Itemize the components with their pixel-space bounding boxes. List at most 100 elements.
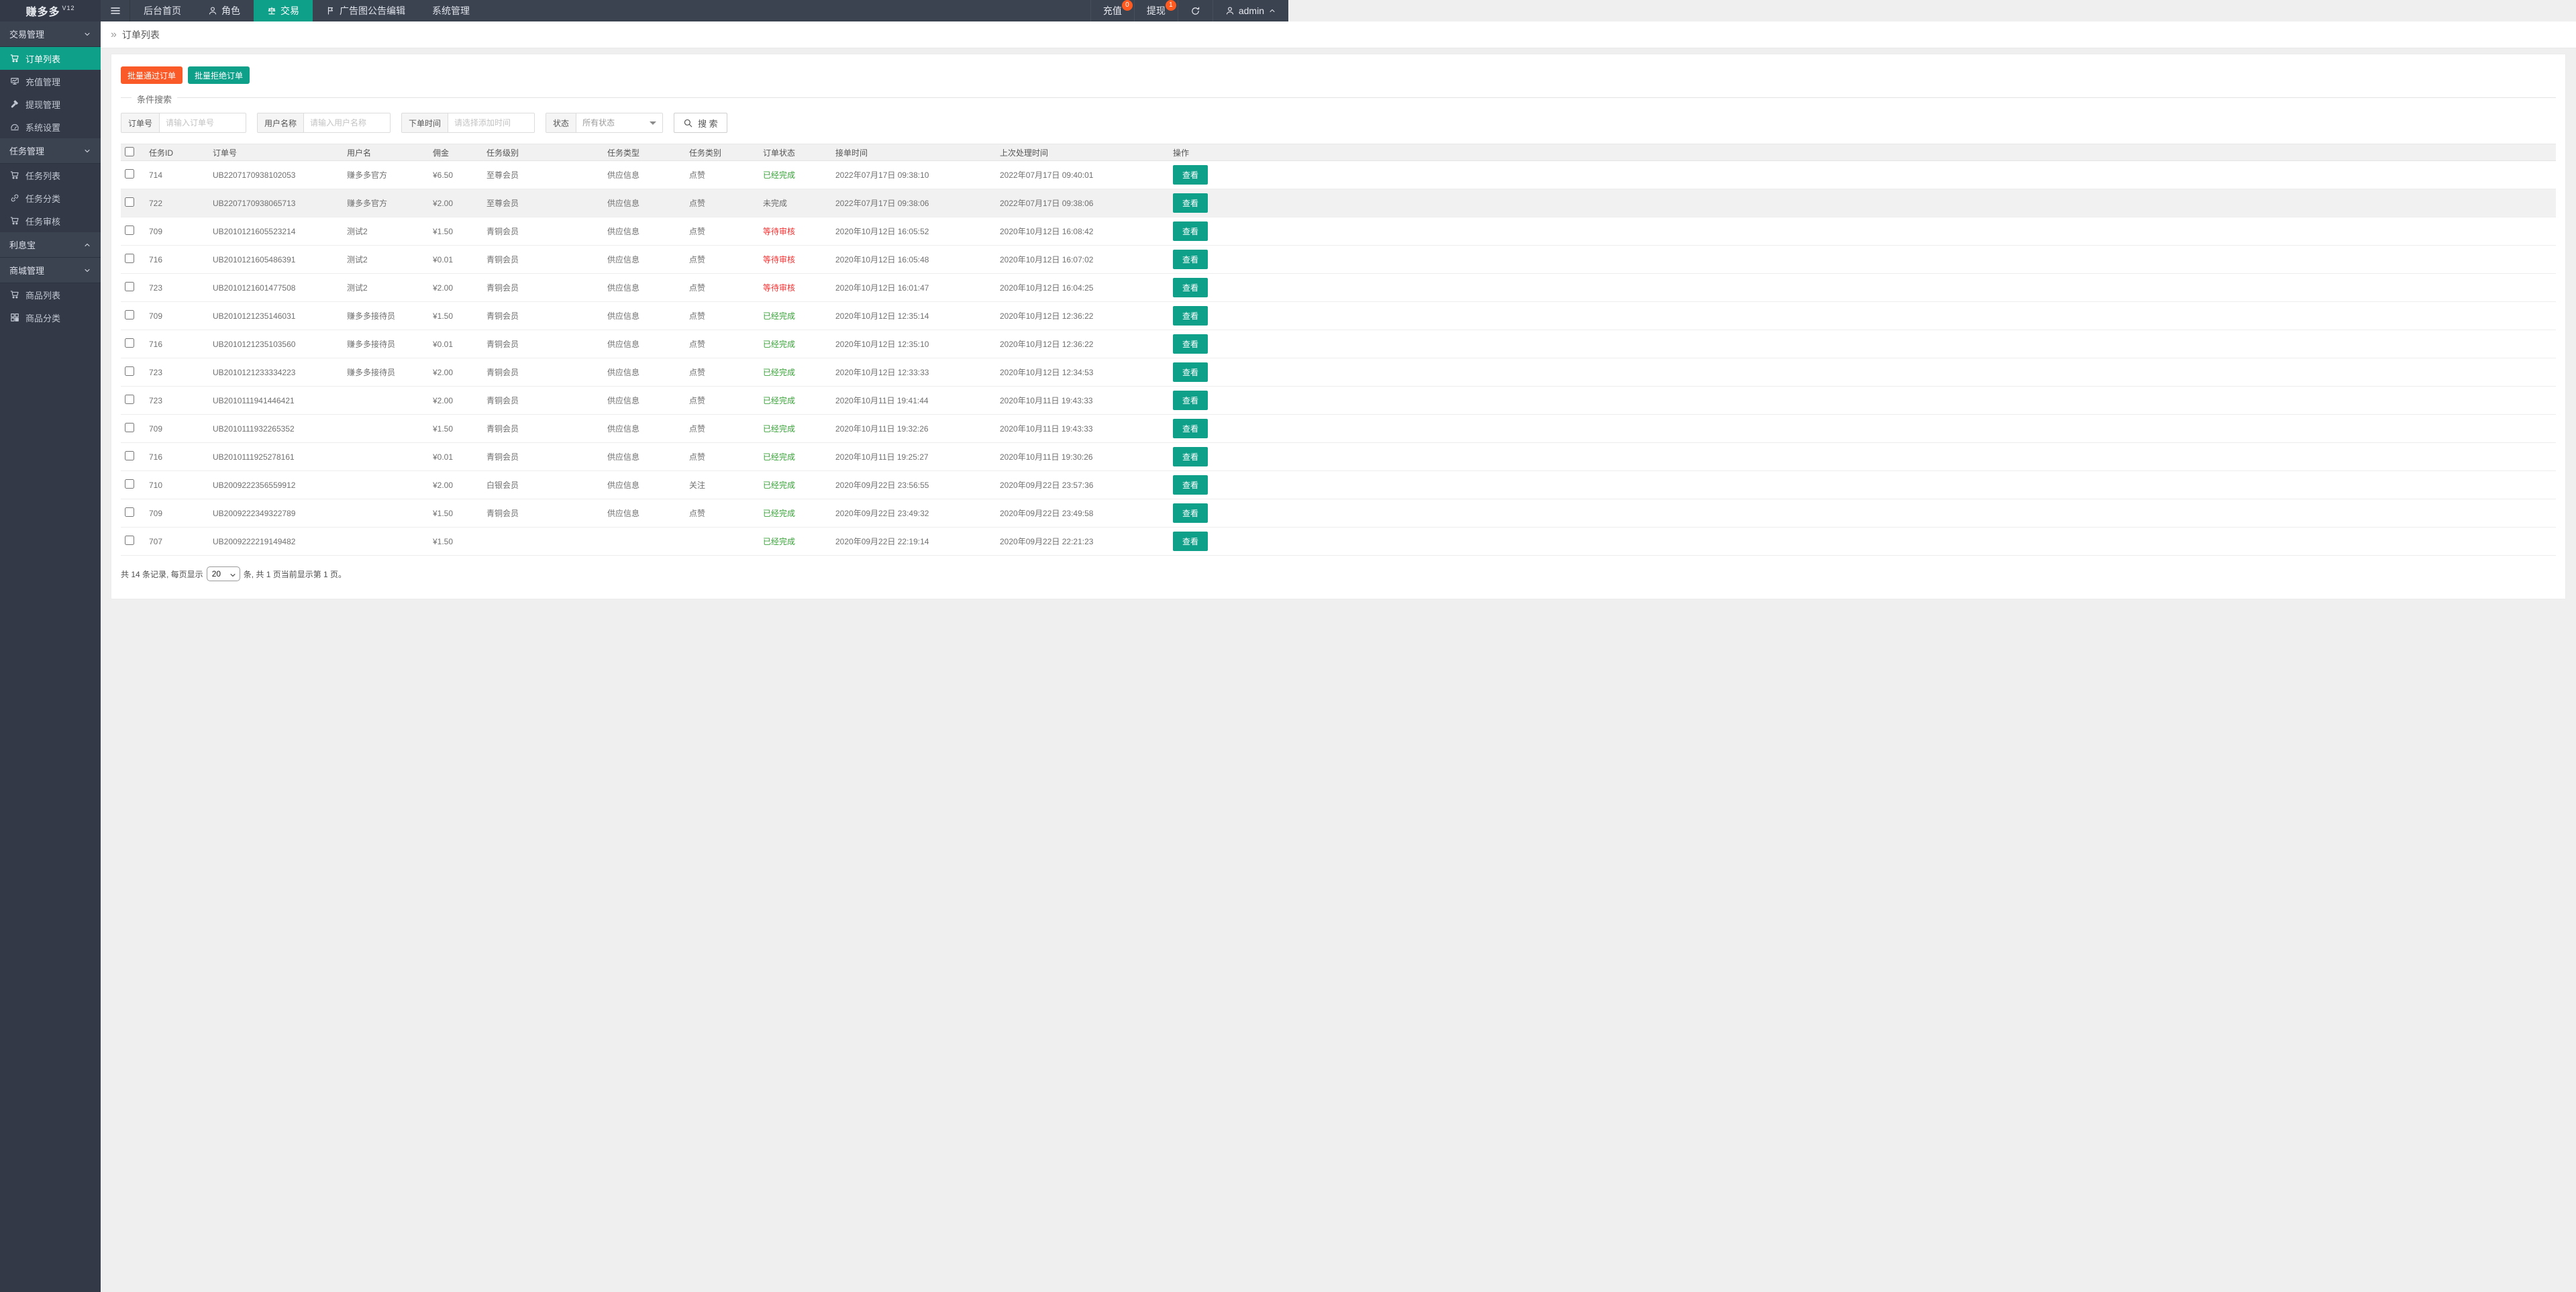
row-checkbox[interactable] — [125, 507, 134, 517]
topnav-item-角色[interactable]: 角色 — [195, 0, 254, 21]
cell-category: 点赞 — [686, 358, 760, 387]
topnav-item-广告图公告编辑[interactable]: 广告图公告编辑 — [313, 0, 419, 21]
cell-status: 已经完成 — [760, 414, 833, 443]
cell-task-id: 709 — [146, 217, 210, 246]
row-checkbox[interactable] — [125, 197, 134, 207]
view-button[interactable]: 查看 — [1173, 250, 1208, 269]
sidebar-toggle-button[interactable] — [101, 0, 130, 21]
sidebar-item-任务分类[interactable]: 任务分类 — [0, 187, 101, 209]
search-button[interactable]: 搜 索 — [674, 113, 727, 133]
cell-user: 赚多多接待员 — [344, 330, 430, 358]
column-header-8: 订单状态 — [760, 144, 833, 161]
cell-last-time: 2020年09月22日 23:49:58 — [997, 499, 1170, 528]
cell-level: 至尊会员 — [484, 160, 605, 189]
cell-task-id: 716 — [146, 245, 210, 274]
sidebar-item-提现管理[interactable]: 提现管理 — [0, 93, 101, 115]
order-list-card: 批量通过订单 批量拒绝订单 条件搜索 订单号 用户名称 下单时间 状态 — [111, 54, 2566, 599]
view-button[interactable]: 查看 — [1173, 362, 1208, 382]
sidebar-item-商品列表[interactable]: 商品列表 — [0, 283, 101, 306]
cell-task-id: 709 — [146, 301, 210, 330]
cell-order-no: UB2009222219149482 — [210, 527, 344, 556]
order-time-input[interactable] — [448, 113, 535, 132]
cell-task-id: 723 — [146, 358, 210, 387]
select-all-checkbox[interactable] — [125, 146, 134, 156]
sidebar-group-任务管理[interactable]: 任务管理 — [0, 138, 101, 164]
sidebar-item-任务审核[interactable]: 任务审核 — [0, 209, 101, 232]
view-button[interactable]: 查看 — [1173, 306, 1208, 326]
order-no-group: 订单号 — [121, 113, 247, 133]
view-button[interactable]: 查看 — [1173, 475, 1208, 495]
grid-icon — [10, 313, 19, 322]
row-checkbox[interactable] — [125, 423, 134, 432]
view-button[interactable]: 查看 — [1173, 419, 1208, 438]
refresh-button[interactable] — [1177, 0, 1213, 21]
withdraw-button[interactable]: 提现 1 — [1133, 0, 1178, 21]
user-menu[interactable]: admin — [1212, 0, 1288, 21]
recharge-button[interactable]: 充值 0 — [1090, 0, 1134, 21]
gauge-icon — [10, 122, 19, 132]
view-button[interactable]: 查看 — [1173, 391, 1208, 410]
cell-last-time: 2020年10月11日 19:30:26 — [997, 442, 1170, 471]
pagination: 共 14 条记录, 每页显示 20 条, 共 1 页当前显示第 1 页。 — [121, 566, 2556, 581]
menu-icon — [110, 5, 121, 16]
cell-commission: ¥0.01 — [430, 330, 484, 358]
view-button[interactable]: 查看 — [1173, 447, 1208, 466]
cell-accept-time: 2020年10月11日 19:25:27 — [833, 442, 997, 471]
view-button[interactable]: 查看 — [1173, 334, 1208, 354]
bulk-reject-button[interactable]: 批量拒绝订单 — [188, 66, 250, 84]
cell-type: 供应信息 — [605, 301, 686, 330]
table-row: 709 UB2010121605523214 测试2 ¥1.50 青铜会员 供应… — [121, 217, 2556, 246]
bulk-approve-button[interactable]: 批量通过订单 — [121, 66, 183, 84]
sidebar-group-交易管理[interactable]: 交易管理 — [0, 21, 101, 47]
cell-order-no: UB2010121605523214 — [210, 217, 344, 246]
cell-last-time: 2020年10月11日 19:43:33 — [997, 414, 1170, 443]
cell-user: 测试2 — [344, 217, 430, 246]
topnav-item-系统管理[interactable]: 系统管理 — [432, 5, 470, 16]
view-button[interactable]: 查看 — [1173, 193, 1208, 213]
view-button[interactable]: 查看 — [1173, 165, 1208, 185]
pagination-prefix: 共 14 条记录, 每页显示 — [121, 569, 203, 579]
order-no-input[interactable] — [160, 113, 246, 132]
row-checkbox[interactable] — [125, 282, 134, 291]
cell-user — [344, 470, 430, 499]
page-size-select[interactable]: 20 — [206, 566, 240, 581]
refresh-icon — [1190, 6, 1200, 16]
table-row: 709 UB2010121235146031 赚多多接待员 ¥1.50 青铜会员… — [121, 301, 2556, 330]
sidebar-item-任务列表[interactable]: 任务列表 — [0, 164, 101, 187]
column-header-10: 上次处理时间 — [997, 144, 1170, 161]
table-body: 714 UB2207170938102053 赚多多官方 ¥6.50 至尊会员 … — [121, 160, 2556, 556]
row-checkbox[interactable] — [125, 310, 134, 319]
row-checkbox[interactable] — [125, 226, 134, 235]
status-select[interactable]: 所有状态 — [576, 113, 663, 132]
row-checkbox[interactable] — [125, 254, 134, 263]
cell-user: 赚多多接待员 — [344, 301, 430, 330]
sidebar-item-系统设置[interactable]: 系统设置 — [0, 115, 101, 138]
view-button[interactable]: 查看 — [1173, 221, 1208, 241]
sidebar-item-充值管理[interactable]: 充值管理 — [0, 70, 101, 93]
view-button[interactable]: 查看 — [1173, 278, 1208, 297]
topnav-item-后台首页[interactable]: 后台首页 — [144, 5, 181, 16]
sidebar-item-商品分类[interactable]: 商品分类 — [0, 306, 101, 329]
row-checkbox[interactable] — [125, 169, 134, 179]
top-navigation: 后台首页 角色 交易 广告图公告编辑 系统管理 — [130, 0, 483, 21]
sidebar-group-商城管理[interactable]: 商城管理 — [0, 258, 101, 283]
cell-level: 青铜会员 — [484, 499, 605, 528]
sidebar-item-订单列表[interactable]: 订单列表 — [0, 47, 101, 70]
cell-status: 已经完成 — [760, 301, 833, 330]
row-checkbox[interactable] — [125, 338, 134, 348]
row-checkbox[interactable] — [125, 366, 134, 376]
view-button[interactable]: 查看 — [1173, 532, 1208, 551]
view-button[interactable]: 查看 — [1173, 503, 1208, 523]
row-checkbox[interactable] — [125, 479, 134, 489]
row-checkbox[interactable] — [125, 536, 134, 545]
cell-user: 测试2 — [344, 273, 430, 302]
row-checkbox[interactable] — [125, 451, 134, 460]
row-checkbox[interactable] — [125, 395, 134, 404]
cell-status: 等待审核 — [760, 217, 833, 246]
sidebar-group-利息宝[interactable]: 利息宝 — [0, 232, 101, 258]
topnav-item-交易[interactable]: 交易 — [254, 0, 313, 21]
chevron-up-icon — [83, 241, 91, 249]
cell-type: 供应信息 — [605, 160, 686, 189]
user-name-input[interactable] — [304, 113, 391, 132]
scales-icon — [267, 6, 276, 15]
